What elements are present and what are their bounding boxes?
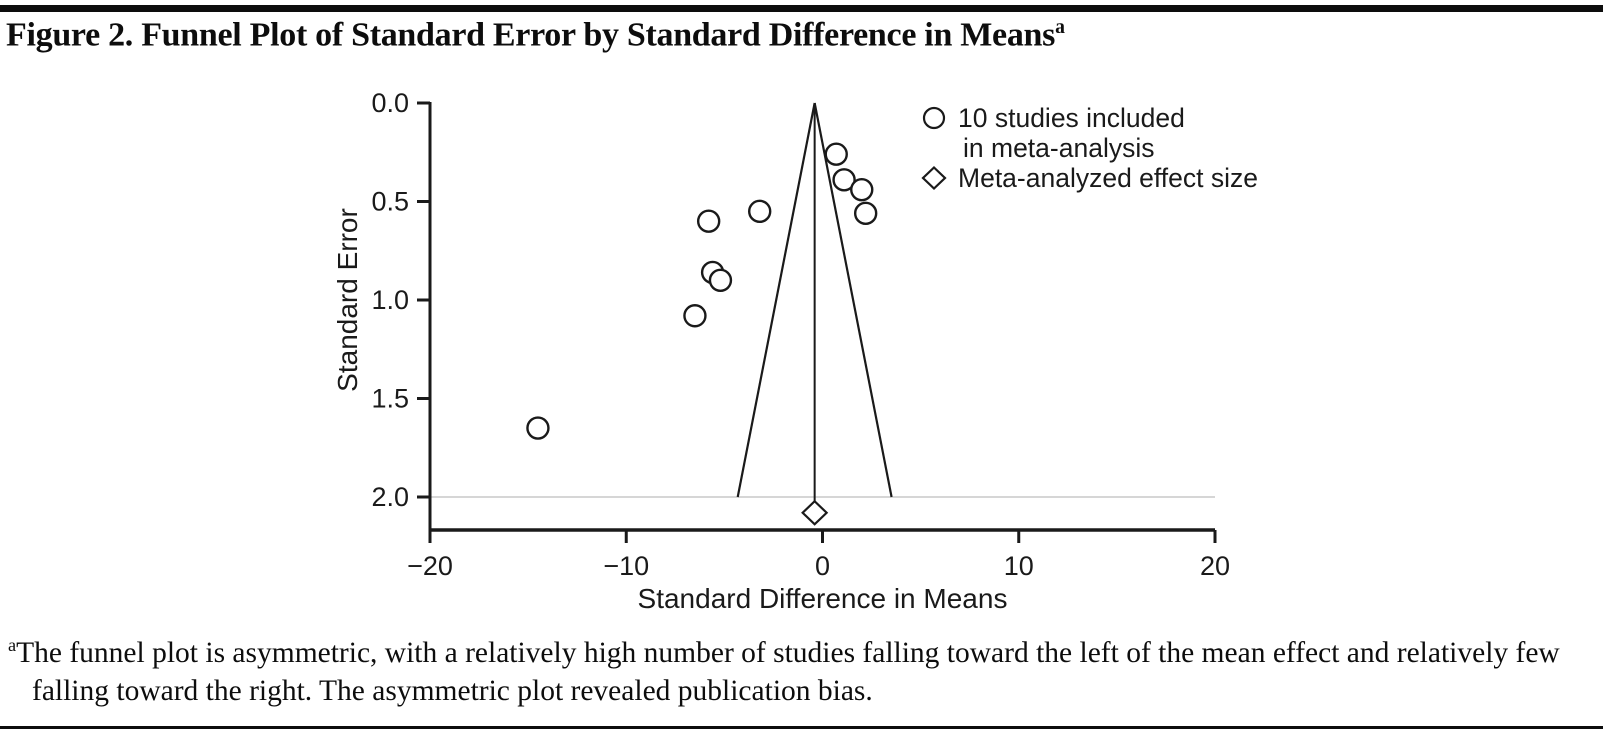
funnel-left-line [736, 102, 816, 498]
legend-label: 10 studies included [958, 103, 1185, 133]
y-tick-label: 0.5 [371, 187, 409, 217]
figure-title: Figure 2. Funnel Plot of Standard Error … [6, 16, 1065, 54]
legend-circle-marker [922, 106, 946, 130]
study-point [708, 268, 733, 292]
legend-label: Meta-analyzed effect size [958, 163, 1258, 193]
x-axis-title: Standard Difference in Means [638, 583, 1008, 614]
x-tick-label: 10 [1004, 551, 1034, 581]
top-rule [0, 5, 1603, 12]
x-tick-label: −10 [603, 551, 649, 581]
y-tick-label: 1.5 [371, 384, 409, 414]
study-point [748, 199, 772, 224]
figure-title-text: Figure 2. Funnel Plot of Standard Error … [6, 16, 1056, 54]
funnel-right-line [813, 102, 893, 498]
y-tick-label: 0.0 [371, 88, 409, 118]
figure-title-footnote-marker: a [1055, 16, 1065, 38]
legend-diamond-marker [921, 165, 947, 191]
footnote-text: The funnel plot is asymmetric, with a re… [16, 636, 1560, 707]
study-point [850, 177, 874, 202]
study-point [832, 168, 856, 192]
x-tick-label: −20 [407, 551, 453, 581]
study-point [526, 416, 550, 440]
study-point [696, 209, 721, 233]
y-tick-label: 2.0 [371, 482, 409, 512]
bottom-rule [0, 726, 1603, 729]
effect-size-diamond [801, 499, 829, 526]
footnote-marker: a [8, 635, 17, 655]
figure-footnote: aThe funnel plot is asymmetric, with a r… [8, 634, 1588, 710]
y-axis-title: Standard Error [332, 208, 363, 392]
x-tick-label: 20 [1200, 551, 1230, 581]
legend-label: in meta-analysis [963, 133, 1154, 163]
study-point [824, 142, 848, 166]
study-point [683, 304, 707, 328]
y-tick-label: 1.0 [371, 285, 409, 315]
x-tick-label: 0 [815, 551, 830, 581]
study-point [853, 201, 878, 226]
